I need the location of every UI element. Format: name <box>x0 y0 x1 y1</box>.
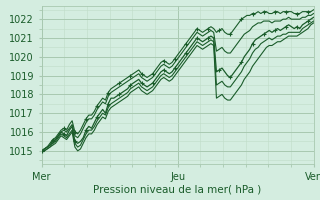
X-axis label: Pression niveau de la mer( hPa ): Pression niveau de la mer( hPa ) <box>93 184 262 194</box>
